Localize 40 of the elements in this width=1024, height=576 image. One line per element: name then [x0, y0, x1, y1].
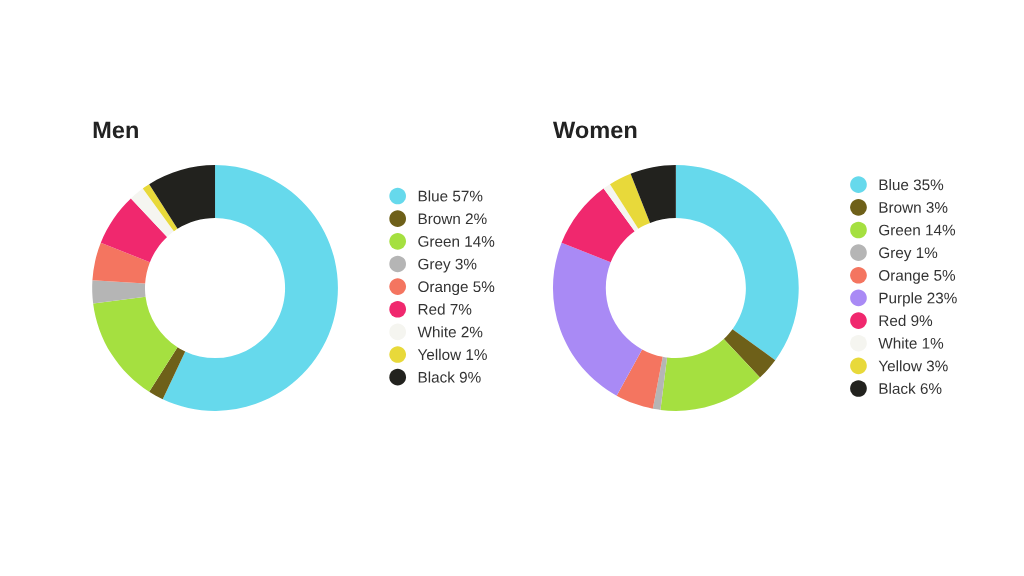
donut-slice — [616, 349, 663, 409]
legend-label: Black 9% — [418, 371, 481, 383]
legend-label: Yellow 3% — [878, 360, 948, 372]
donut-slice — [652, 356, 668, 410]
donut-slice — [92, 242, 150, 284]
legend-label: Green 14% — [879, 224, 956, 236]
donut-slice — [149, 347, 186, 400]
chart-title: Men — [93, 121, 138, 139]
legend-label: White 2% — [417, 326, 483, 338]
legend-label: Blue 35% — [879, 178, 944, 191]
chart-title: Women — [552, 121, 637, 139]
donut-slice — [552, 242, 643, 396]
legend-label: Blue 57% — [418, 190, 483, 202]
legend-label: Orange 5% — [418, 281, 495, 296]
legend-label: Brown 3% — [879, 202, 948, 213]
donut-slice — [610, 173, 651, 229]
donut-slice — [723, 329, 776, 378]
legend-label: Grey 1% — [879, 247, 938, 262]
donut-slice — [92, 280, 146, 304]
legend-label: Green 14% — [418, 235, 495, 247]
legend-label: Red 9% — [879, 314, 933, 327]
donut-slice — [660, 339, 760, 411]
legend-label: Black 6% — [879, 382, 942, 394]
donut-slice — [630, 165, 676, 223]
legend-label: Brown 2% — [418, 213, 487, 225]
donut-slice — [93, 296, 178, 392]
donut-slice — [561, 188, 635, 263]
donut-slice — [675, 165, 799, 361]
donut-slice — [149, 165, 216, 229]
legend-label: Orange 5% — [879, 269, 956, 284]
legend-label: Red 7% — [418, 303, 472, 315]
legend-label: Yellow 1% — [417, 348, 487, 361]
donut-slice — [100, 198, 168, 263]
donut-slice — [603, 184, 639, 232]
donut-slice — [142, 184, 178, 232]
legend-label: White 1% — [878, 337, 944, 349]
legend-label: Purple 23% — [879, 292, 957, 307]
donut-slice — [130, 188, 174, 237]
legend-label: Grey 3% — [418, 258, 477, 273]
donut-slice — [162, 165, 338, 411]
